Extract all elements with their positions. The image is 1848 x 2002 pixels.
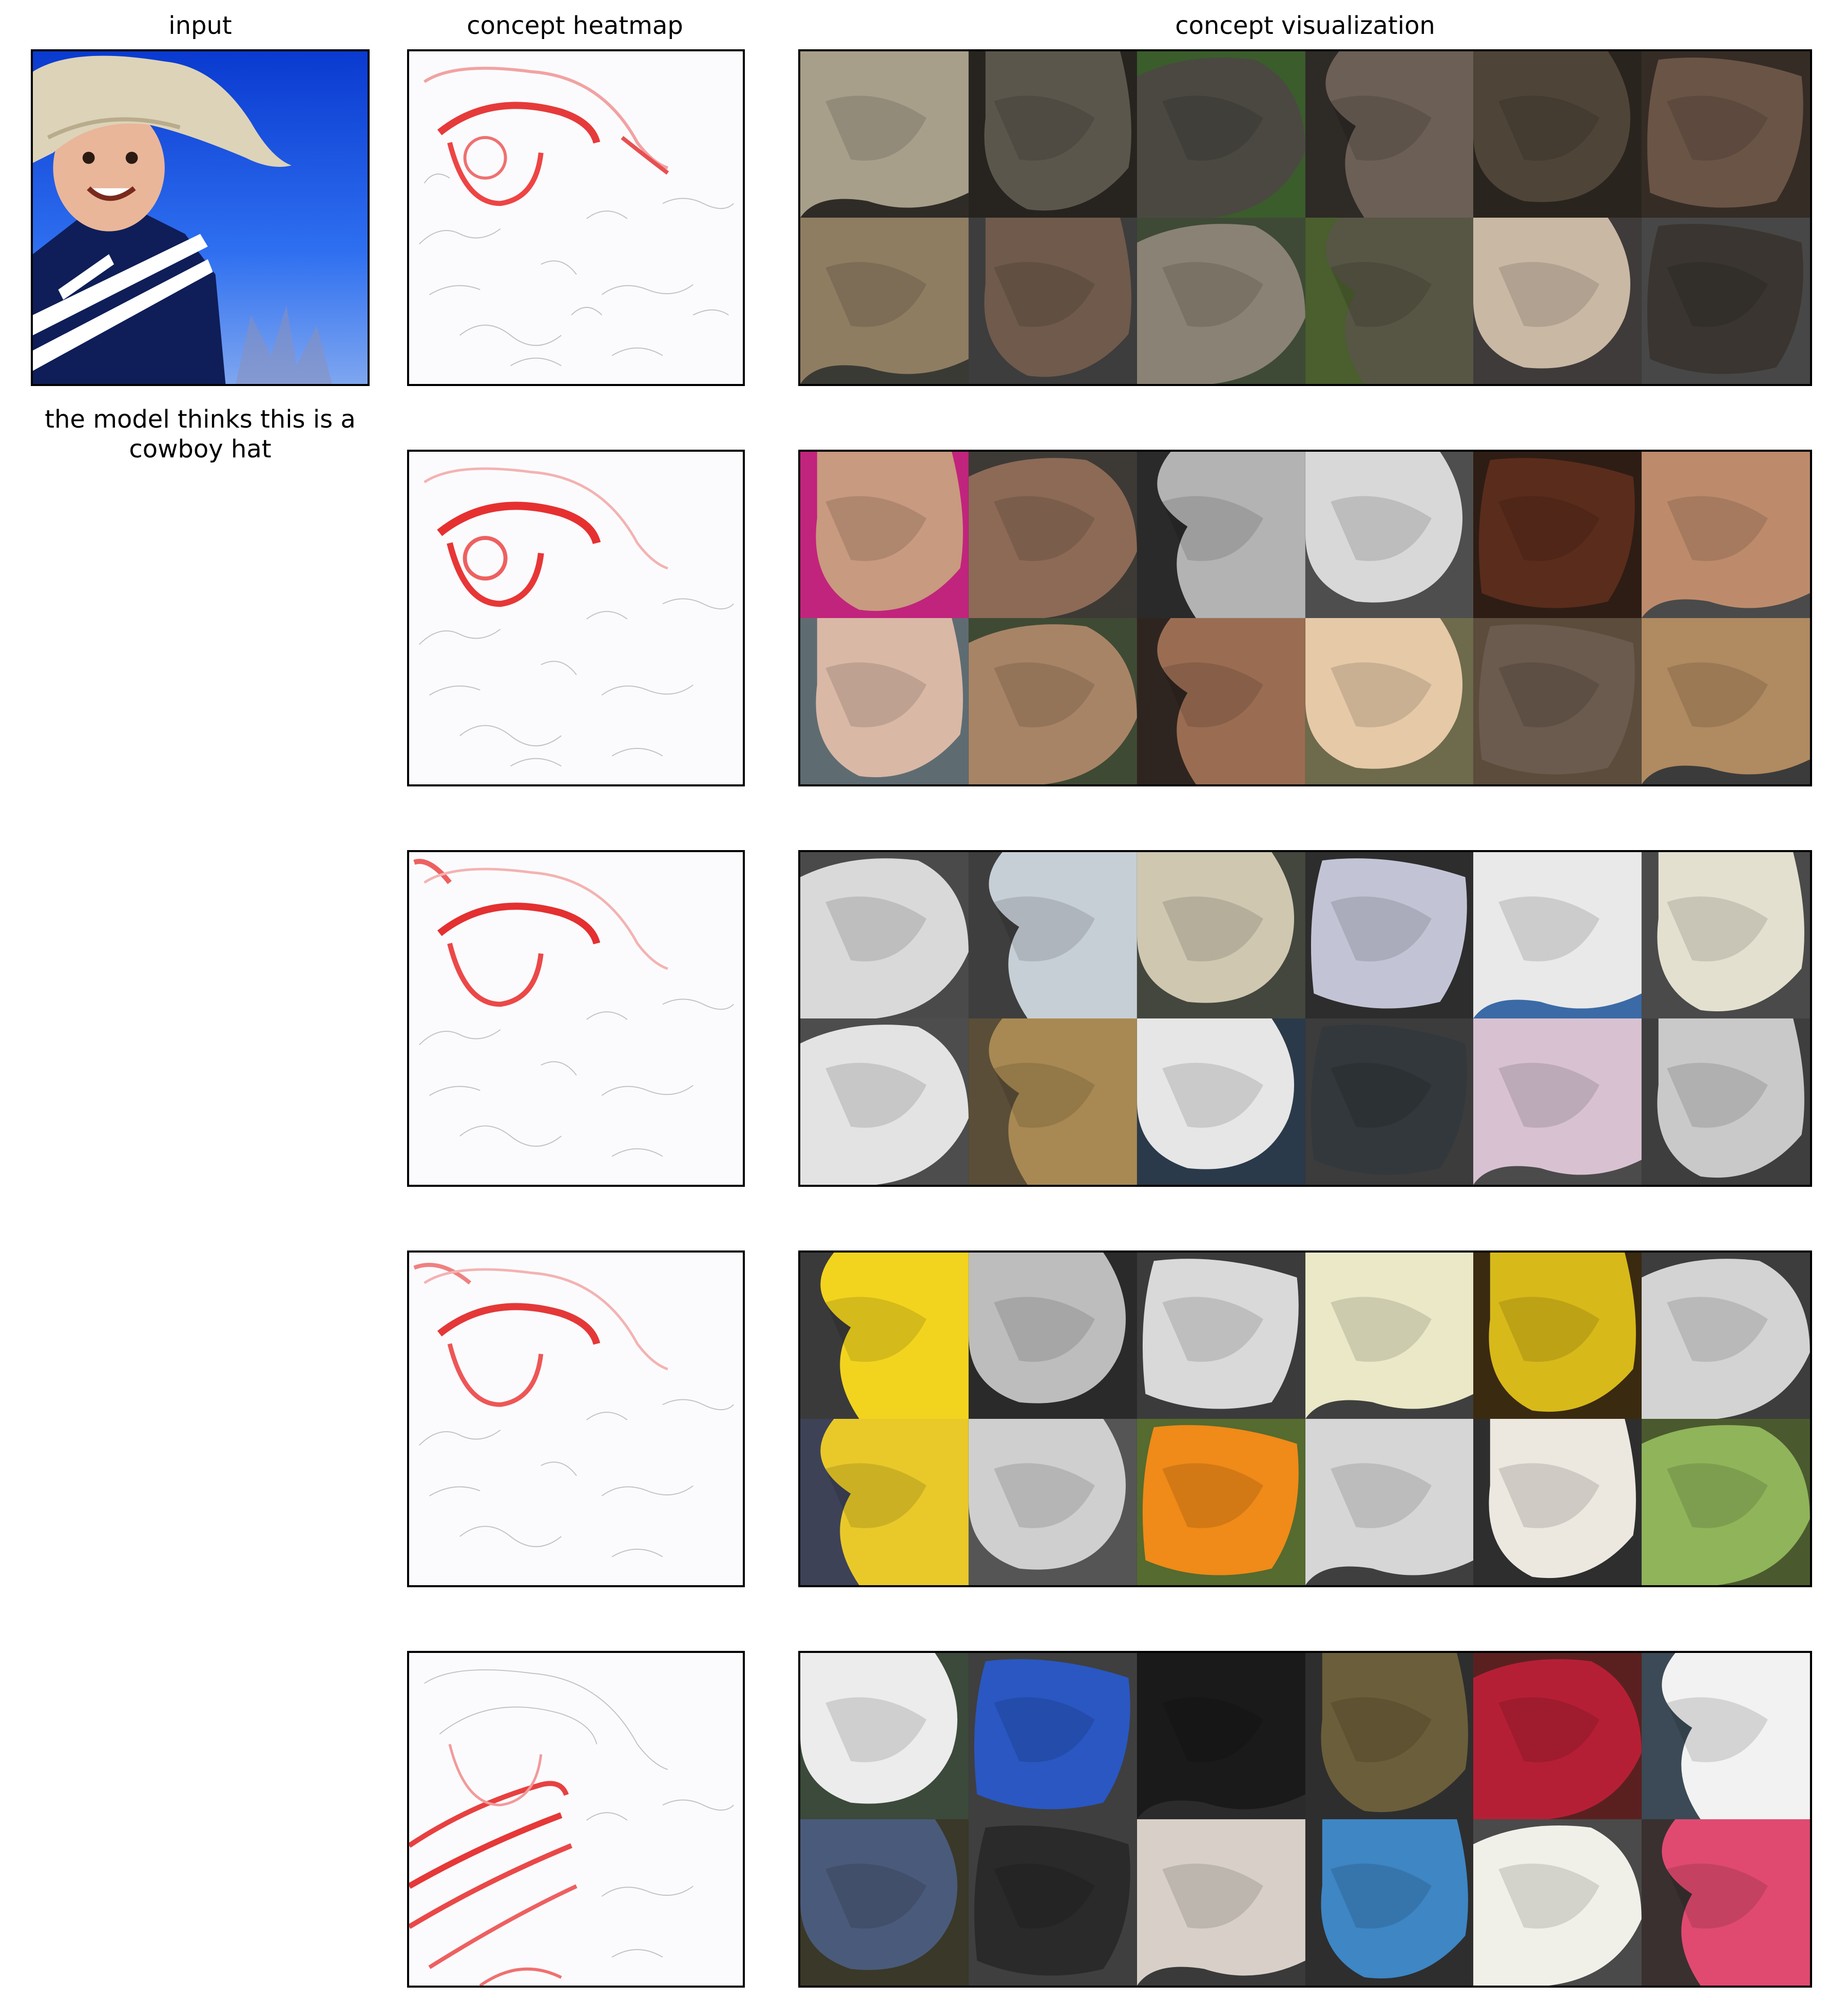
visualization-tile bbox=[968, 218, 1137, 384]
visualization-tile bbox=[968, 1419, 1137, 1585]
visualization-tile bbox=[1642, 618, 1810, 784]
visualization-tile bbox=[800, 218, 969, 384]
concept-heatmap-1 bbox=[407, 49, 745, 386]
visualization-tile bbox=[1137, 852, 1305, 1018]
visualization-tile bbox=[1137, 1653, 1305, 1819]
concept-visualization-5 bbox=[798, 1651, 1812, 1988]
visualization-tile bbox=[968, 852, 1137, 1018]
visualization-tile bbox=[1137, 1018, 1305, 1185]
visualization-tile bbox=[1137, 1419, 1305, 1585]
visualization-tile bbox=[1642, 852, 1810, 1018]
visualization-tile bbox=[800, 51, 969, 218]
concept-heatmap-2 bbox=[407, 450, 745, 786]
visualization-tile bbox=[1473, 51, 1642, 218]
concept-visualization-3 bbox=[798, 850, 1812, 1187]
visualization-tile bbox=[1473, 618, 1642, 784]
visualization-tile bbox=[1305, 452, 1474, 618]
visualization-tile bbox=[800, 1419, 969, 1585]
visualization-tile bbox=[1473, 1419, 1642, 1585]
heatmap-column-title: concept heatmap bbox=[467, 11, 683, 40]
visualization-tile bbox=[1473, 852, 1642, 1018]
visualization-column-title: concept visualization bbox=[1175, 11, 1435, 40]
visualization-tile bbox=[1137, 51, 1305, 218]
visualization-tile bbox=[968, 1653, 1137, 1819]
prediction-caption: the model thinks this is a cowboy hat bbox=[45, 405, 356, 464]
visualization-tile bbox=[968, 1819, 1137, 1986]
visualization-tile bbox=[800, 852, 969, 1018]
visualization-tile bbox=[1137, 218, 1305, 384]
visualization-tile bbox=[800, 1819, 969, 1986]
concept-heatmap-3 bbox=[407, 850, 745, 1187]
visualization-tile bbox=[968, 618, 1137, 784]
concept-visualization-1 bbox=[798, 49, 1812, 386]
visualization-tile bbox=[968, 1018, 1137, 1185]
visualization-tile bbox=[1305, 1653, 1474, 1819]
visualization-tile bbox=[968, 51, 1137, 218]
visualization-tile bbox=[1473, 1253, 1642, 1419]
input-column-title: input bbox=[168, 11, 232, 40]
visualization-tile bbox=[800, 1253, 969, 1419]
visualization-tile bbox=[1642, 1018, 1810, 1185]
visualization-tile bbox=[1305, 1018, 1474, 1185]
visualization-tile bbox=[1137, 1253, 1305, 1419]
visualization-tile bbox=[1642, 1253, 1810, 1419]
visualization-tile bbox=[1642, 1653, 1810, 1819]
visualization-tile bbox=[1473, 1018, 1642, 1185]
visualization-tile bbox=[968, 452, 1137, 618]
concept-heatmap-4 bbox=[407, 1250, 745, 1587]
visualization-tile bbox=[1137, 618, 1305, 784]
visualization-tile bbox=[1473, 1653, 1642, 1819]
visualization-tile bbox=[1642, 452, 1810, 618]
visualization-tile bbox=[1305, 51, 1474, 218]
visualization-tile bbox=[1305, 1819, 1474, 1986]
visualization-tile bbox=[1137, 1819, 1305, 1986]
visualization-tile bbox=[1473, 218, 1642, 384]
visualization-tile bbox=[1305, 218, 1474, 384]
visualization-tile bbox=[1305, 1253, 1474, 1419]
boy-with-hat-photo bbox=[33, 51, 368, 384]
concept-heatmap-5 bbox=[407, 1651, 745, 1988]
concept-visualization-2 bbox=[798, 450, 1812, 786]
visualization-tile bbox=[1642, 218, 1810, 384]
visualization-tile bbox=[800, 1653, 969, 1819]
visualization-tile bbox=[1642, 51, 1810, 218]
visualization-tile bbox=[800, 618, 969, 784]
visualization-tile bbox=[1137, 452, 1305, 618]
visualization-tile bbox=[1305, 618, 1474, 784]
visualization-tile bbox=[968, 1253, 1137, 1419]
visualization-tile bbox=[800, 452, 969, 618]
visualization-tile bbox=[800, 1018, 969, 1185]
visualization-tile bbox=[1642, 1819, 1810, 1986]
visualization-tile bbox=[1642, 1419, 1810, 1585]
visualization-tile bbox=[1305, 1419, 1474, 1585]
visualization-tile bbox=[1305, 852, 1474, 1018]
concept-visualization-4 bbox=[798, 1250, 1812, 1587]
visualization-tile bbox=[1473, 1819, 1642, 1986]
visualization-tile bbox=[1473, 452, 1642, 618]
input-image bbox=[31, 49, 370, 386]
